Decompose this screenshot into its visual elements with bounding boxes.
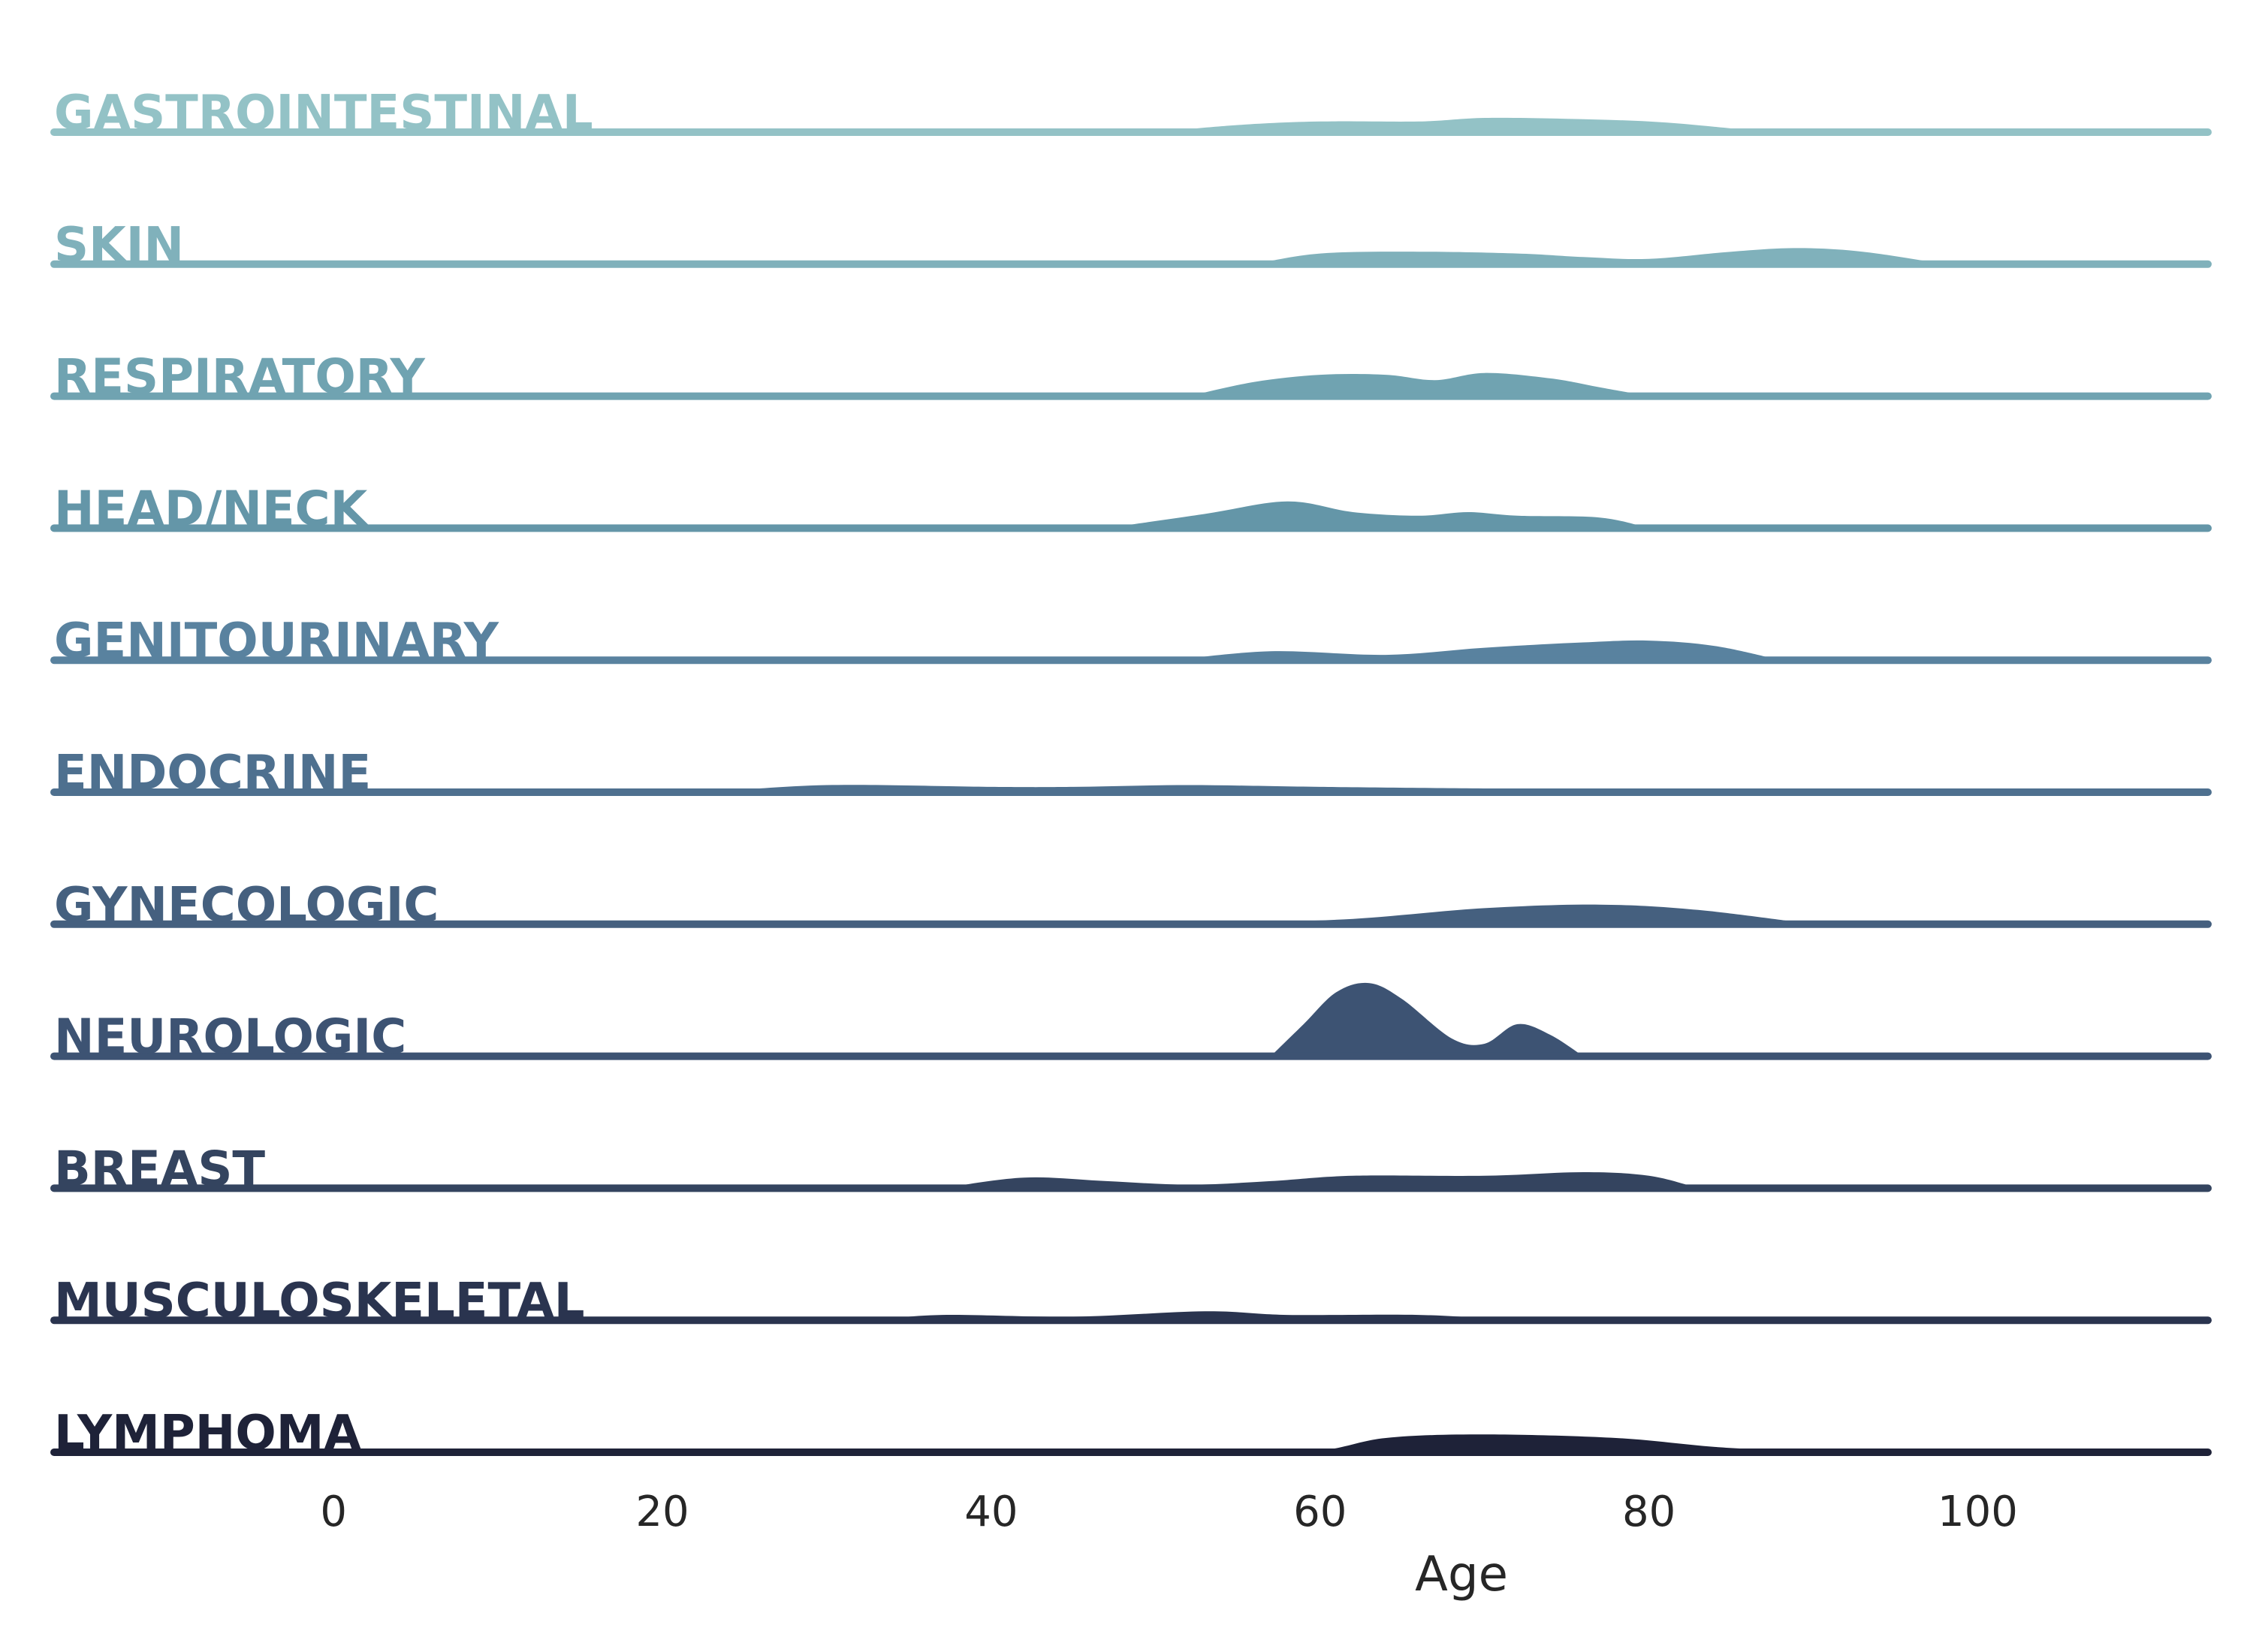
x-tick-label: 20 — [635, 1488, 689, 1536]
ridge-row-skin: SKIN — [50, 218, 2212, 273]
ridge-row-lymphoma: LYMPHOMA — [50, 1406, 2212, 1461]
ridge-row-genitourinary: GENITOURINARY — [50, 613, 2212, 669]
series-label-gastrointestinal: GASTROINTESTINAL — [54, 86, 593, 141]
series-label-musculoskeletal: MUSCULOSKELETAL — [54, 1274, 585, 1329]
ridge-row-head-neck: HEAD/NECK — [50, 481, 2212, 537]
density-area-breast — [942, 1172, 1699, 1189]
series-label-head-neck: HEAD/NECK — [54, 481, 369, 537]
x-tick-label: 80 — [1622, 1488, 1675, 1536]
ridge-row-respiratory: RESPIRATORY — [50, 350, 2212, 405]
ridge-rows: GASTROINTESTINAL SKIN RESPIRATORY HEAD/NECK… — [50, 86, 2212, 1461]
density-area-respiratory — [1188, 372, 1649, 396]
ridge-row-endocrine: ENDOCRINE — [50, 746, 2212, 801]
x-axis-label: Age — [1415, 1547, 1508, 1602]
series-label-breast: BREAST — [54, 1141, 265, 1197]
x-axis: 0 20 40 60 80 100 — [320, 1488, 2018, 1536]
density-area-skin — [1254, 248, 1945, 264]
series-label-gynecologic: GYNECOLOGIC — [54, 878, 439, 933]
x-tick-label: 0 — [320, 1488, 347, 1536]
series-label-skin: SKIN — [54, 218, 184, 273]
x-tick-label: 100 — [1938, 1488, 2018, 1536]
ridge-row-musculoskeletal: MUSCULOSKELETAL — [50, 1274, 2212, 1329]
series-label-genitourinary: GENITOURINARY — [54, 613, 499, 669]
density-area-gynecologic — [1123, 904, 1814, 924]
series-label-lymphoma: LYMPHOMA — [54, 1406, 361, 1461]
density-area-neurologic — [1271, 982, 1584, 1057]
series-label-neurologic: NEUROLOGIC — [54, 1010, 406, 1066]
x-tick-label: 40 — [964, 1488, 1018, 1536]
ridge-row-gynecologic: GYNECOLOGIC — [50, 878, 2212, 933]
x-tick-label: 60 — [1293, 1488, 1347, 1536]
density-area-head-neck — [1106, 501, 1649, 529]
ridge-row-gastrointestinal: GASTROINTESTINAL — [50, 86, 2212, 141]
ridge-row-breast: BREAST — [50, 1141, 2212, 1197]
series-label-respiratory: RESPIRATORY — [54, 350, 426, 405]
series-label-endocrine: ENDOCRINE — [54, 746, 371, 801]
ridge-row-neurologic: NEUROLOGIC — [50, 982, 2212, 1066]
density-area-genitourinary — [1172, 640, 1781, 661]
